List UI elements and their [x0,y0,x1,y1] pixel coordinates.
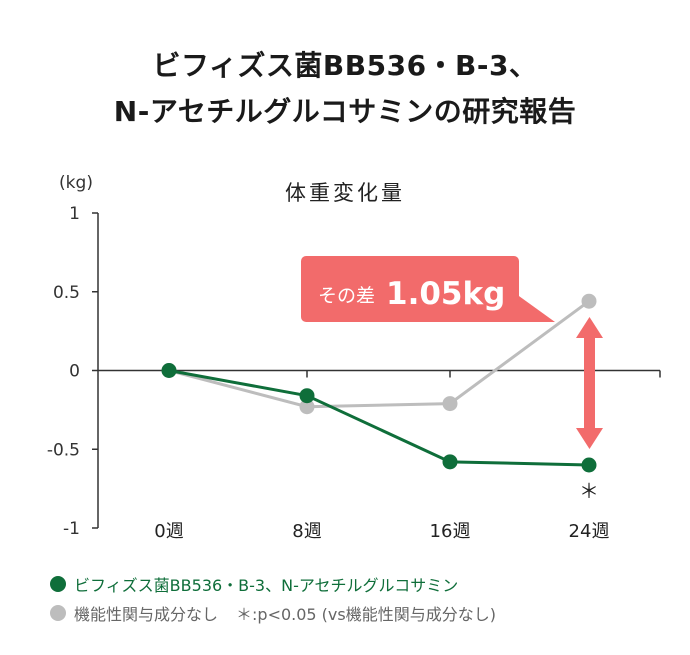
callout-value: 1.05kg [386,276,505,312]
data-point-series1 [581,457,597,473]
series-line-1 [168,369,590,467]
y-tick-label: 0.5 [53,283,80,303]
title-line-2: N-アセチルグルコサミンの研究報告 [113,95,577,128]
chart-title: 体重変化量 [285,181,405,205]
difference-arrow [576,317,603,449]
data-point-series1 [299,388,315,404]
title-line-1: ビフィズス菌BB536・B-3、 [152,49,538,82]
significance-note: ＊:p<0.05 (vs機能性関与成分なし) [236,605,496,624]
y-axis-label: (kg) [59,173,93,193]
legend-item-series2: 機能性関与成分なし ＊:p<0.05 (vs機能性関与成分なし) [50,601,496,625]
significance-mark: ＊ [579,479,599,503]
data-point-series1 [161,363,177,378]
y-tick-label: -1 [63,519,80,539]
callout-box [301,256,519,322]
series-line-2 [168,299,590,409]
data-point-series2 [442,396,458,412]
legend-item-series1: ビフィズス菌BB536・B-3、N-アセチルグルコサミン [50,572,458,596]
x-tick-label: 16週 [430,521,471,542]
x-tick-label: 8週 [292,521,321,542]
data-point-series1 [442,454,458,470]
callout-pointer [505,286,555,322]
callout-prefix: その差 [318,285,375,307]
legend-dot-green-icon [50,576,66,592]
legend-label-series2: 機能性関与成分なし [74,605,219,624]
x-tick-label: 0週 [154,521,183,542]
y-tick-label: 1 [69,204,80,224]
legend-label-series1: ビフィズス菌BB536・B-3、N-アセチルグルコサミン [74,576,459,595]
legend-dot-gray-icon [50,605,66,621]
data-point-series2 [299,399,315,415]
x-tick-label: 24週 [569,521,610,542]
y-tick-label: 0 [69,362,80,382]
y-tick-label: -0.5 [47,440,80,460]
callout: その差 1.05kg [301,256,555,322]
data-point-series2 [581,293,597,309]
